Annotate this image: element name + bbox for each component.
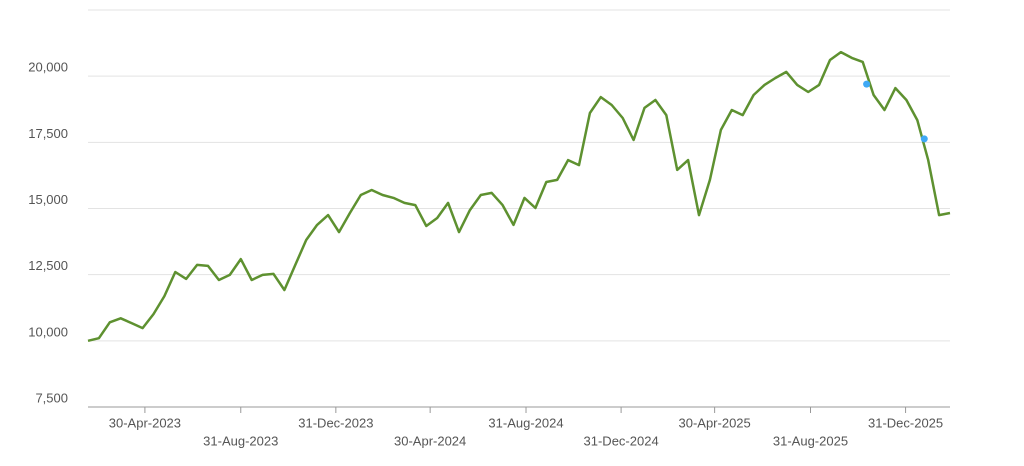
x-tick-label: 31-Dec-2024 bbox=[584, 433, 659, 448]
x-tick-label: 31-Aug-2025 bbox=[773, 433, 848, 448]
y-tick-label: 10,000 bbox=[28, 324, 68, 339]
y-tick-label: 7,500 bbox=[35, 390, 68, 405]
marker bbox=[863, 80, 871, 88]
x-tick-label: 31-Dec-2025 bbox=[868, 415, 943, 430]
y-tick-label: 20,000 bbox=[28, 60, 68, 75]
x-tick-label: 30-Apr-2025 bbox=[678, 415, 750, 430]
x-tick-label: 30-Apr-2024 bbox=[394, 433, 466, 448]
x-tick-label: 31-Aug-2023 bbox=[203, 433, 278, 448]
x-tick-label: 31-Aug-2024 bbox=[488, 415, 563, 430]
marker bbox=[920, 135, 928, 143]
y-tick-label: 12,500 bbox=[28, 258, 68, 273]
x-tick-label: 31-Dec-2023 bbox=[298, 415, 373, 430]
line bbox=[87, 50, 951, 343]
x-tick-label: 30-Apr-2023 bbox=[109, 415, 181, 430]
y-tick-label: 15,000 bbox=[28, 192, 68, 207]
y-tick-label: 17,500 bbox=[28, 126, 68, 141]
